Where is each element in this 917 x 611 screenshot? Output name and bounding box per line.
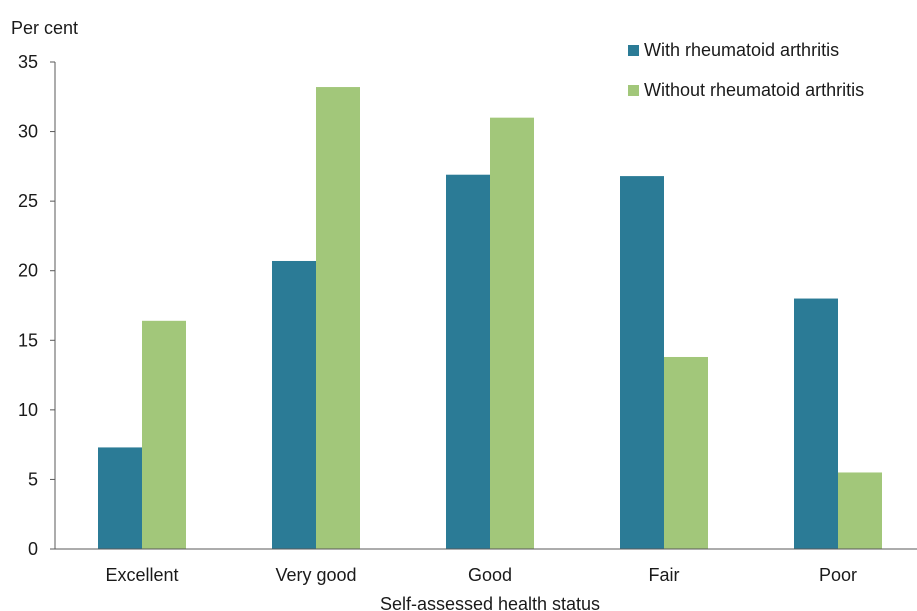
- x-axis-ticks: Excellent Very good Good Fair Poor: [105, 565, 857, 585]
- y-tick-label: 30: [18, 122, 38, 142]
- legend-swatch: [628, 85, 639, 96]
- legend-swatch: [628, 45, 639, 56]
- y-tick-label: 5: [28, 469, 38, 489]
- bar-without-ra-very-good: [316, 87, 360, 549]
- x-tick-label: Very good: [275, 565, 356, 585]
- y-tick-label: 0: [28, 539, 38, 559]
- x-tick-label: Good: [468, 565, 512, 585]
- bar-without-ra-poor: [838, 472, 882, 549]
- legend: With rheumatoid arthritis Without rheumat…: [628, 40, 864, 100]
- bar-without-ra-good: [490, 117, 534, 550]
- x-tick-label: Poor: [819, 565, 857, 585]
- y-axis-label: Per cent: [11, 18, 78, 38]
- y-axis-ticks: 0 5 10 15 20 25 30 35: [18, 52, 55, 559]
- x-tick-label: Excellent: [105, 565, 178, 585]
- bar-with-ra-poor: [794, 298, 838, 549]
- y-tick-label: 10: [18, 400, 38, 420]
- y-tick-label: 35: [18, 52, 38, 72]
- x-axis-label: Self-assessed health status: [380, 594, 600, 611]
- bar-without-ra-excellent: [142, 320, 186, 549]
- bar-with-ra-fair: [620, 176, 664, 549]
- bar-with-ra-excellent: [98, 447, 142, 549]
- bar-without-ra-fair: [664, 356, 708, 549]
- bar-with-ra-very-good: [272, 260, 316, 549]
- y-tick-label: 25: [18, 191, 38, 211]
- legend-label: Without rheumatoid arthritis: [644, 80, 864, 100]
- bars-group: [98, 87, 882, 550]
- y-tick-label: 15: [18, 330, 38, 350]
- x-tick-label: Fair: [649, 565, 680, 585]
- y-tick-label: 20: [18, 261, 38, 281]
- bar-with-ra-good: [446, 174, 490, 549]
- legend-label: With rheumatoid arthritis: [644, 40, 839, 60]
